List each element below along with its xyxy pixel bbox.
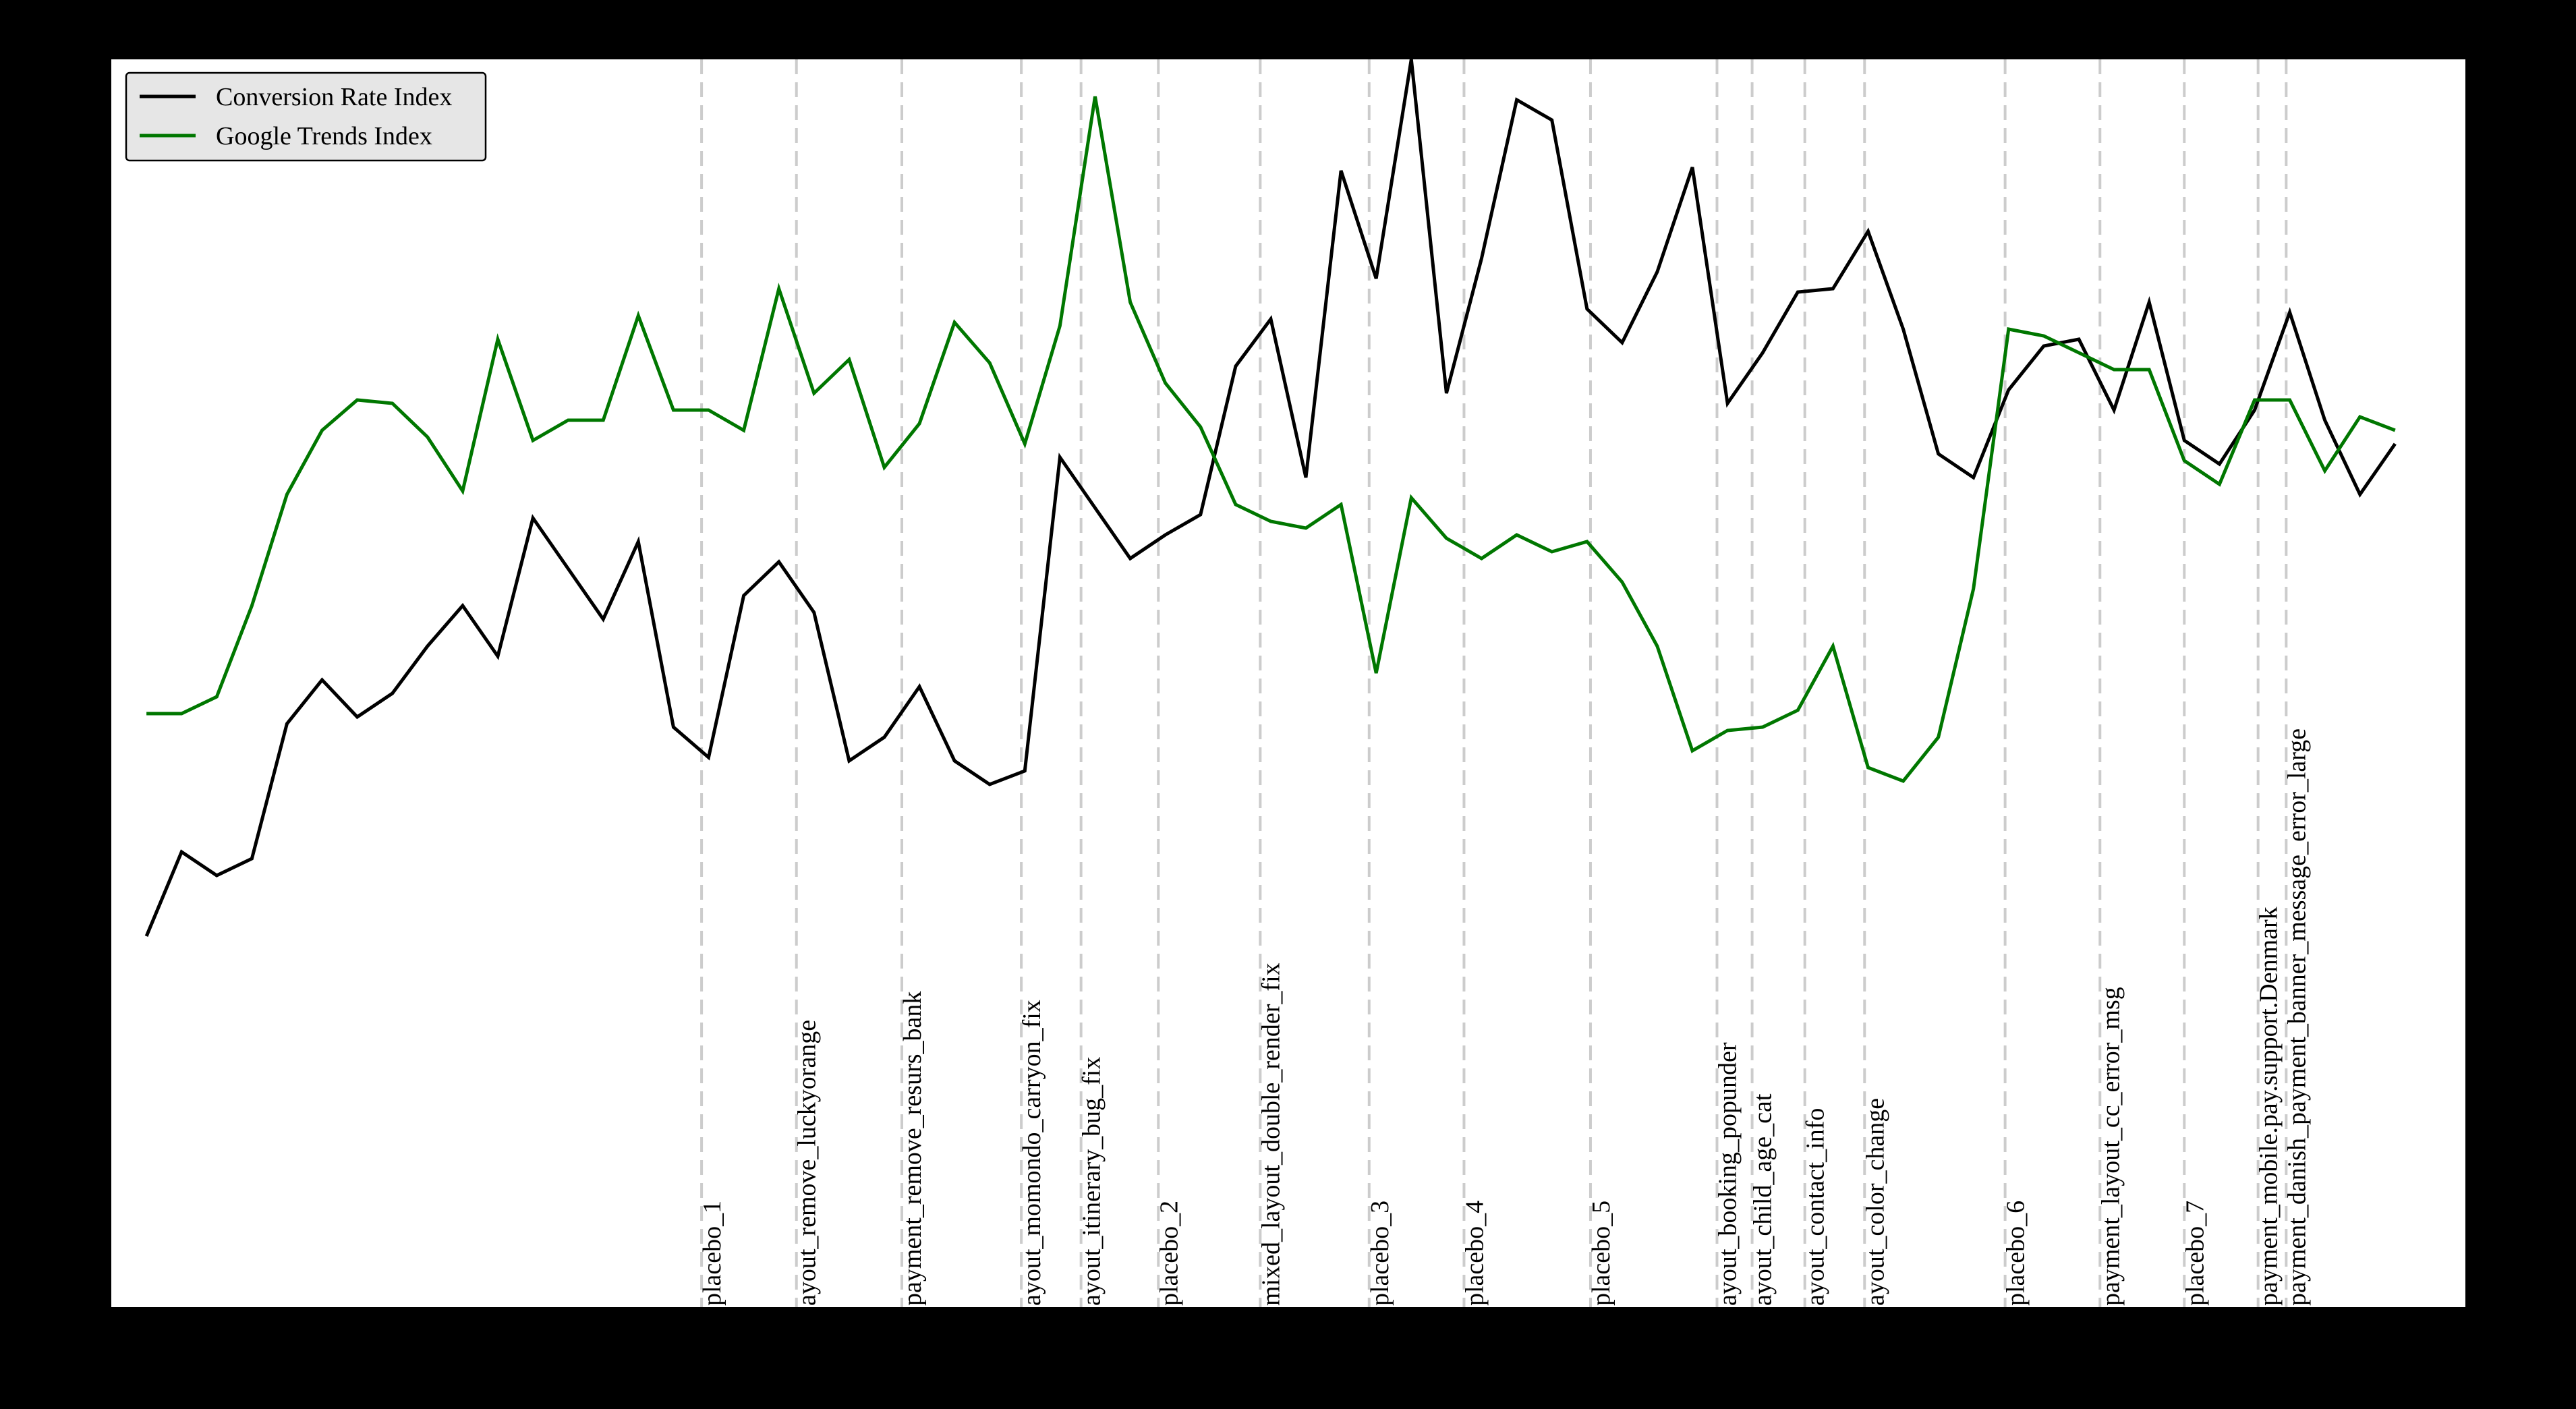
legend-box: [125, 71, 487, 162]
event-label-16: payment_layout_cc_error_msg: [2096, 987, 2125, 1306]
series-line-google-trends: [146, 96, 2396, 783]
event-label-18: payment_mobile.pay.support.Denmark: [2255, 907, 2283, 1306]
event-label-13: ayout_contact_info: [1802, 1108, 1830, 1306]
legend: Conversion Rate Index Google Trends Inde…: [125, 71, 487, 162]
event-label-11: ayout_booking_popunder: [1713, 1042, 1742, 1306]
event-label-19: payment_danish_payment_banner_message_er…: [2283, 728, 2311, 1306]
event-label-4: ayout_momondo_carryon_fix: [1018, 1000, 1046, 1306]
series-lines: [144, 59, 2397, 937]
plot-area: [111, 59, 2465, 1307]
annotation-lines: [700, 59, 2288, 1307]
event-label-17: placebo_7: [2181, 1201, 2209, 1306]
event-label-6: placebo_2: [1155, 1201, 1183, 1306]
legend-label-google-trends: Google Trends Index: [216, 122, 432, 150]
event-label-2: ayout_remove_luckyorange: [793, 1020, 822, 1306]
event-label-14: ayout_color_change: [1861, 1098, 1889, 1306]
event-label-9: placebo_4: [1460, 1201, 1489, 1306]
event-label-12: ayout_child_age_cat: [1749, 1093, 1777, 1306]
event-label-5: ayout_itinerary_bug_fix: [1078, 1057, 1106, 1306]
series-line-conversion-rate: [144, 59, 2397, 937]
event-label-15: placebo_6: [2002, 1201, 2030, 1306]
event-label-1: placebo_1: [698, 1201, 726, 1306]
event-label-8: placebo_3: [1366, 1201, 1394, 1306]
annotation-labels: placebo_1 ayout_remove_luckyorange payment…: [698, 728, 2311, 1306]
event-label-10: placebo_5: [1587, 1201, 1615, 1306]
event-label-3: payment_remove_resurs_bank: [898, 991, 927, 1306]
event-label-7: mixed_layout_double_render_fix: [1257, 962, 1285, 1306]
legend-label-conversion-rate: Conversion Rate Index: [216, 83, 452, 111]
